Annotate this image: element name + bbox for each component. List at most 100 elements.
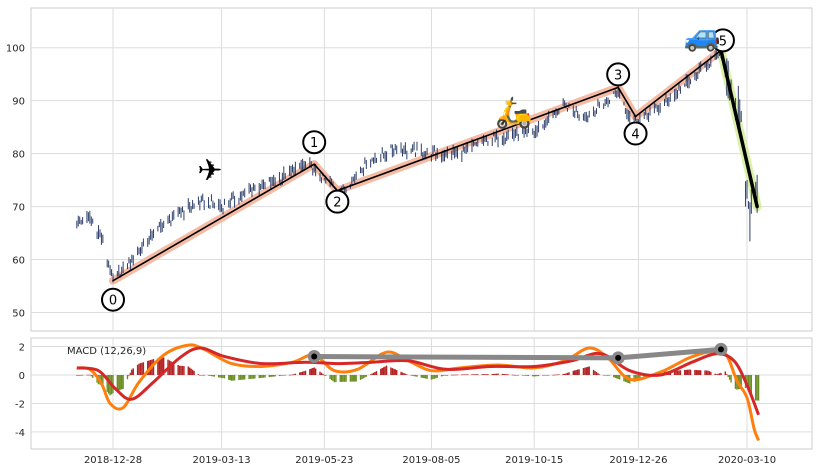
histogram-bar	[325, 375, 327, 376]
histogram-bar	[312, 368, 314, 375]
histogram-bar	[595, 372, 598, 375]
histogram-bar	[756, 375, 758, 401]
histogram-bar	[576, 369, 579, 375]
wave-circle	[101, 287, 125, 312]
histogram-bar	[545, 375, 547, 376]
histogram-bar	[119, 375, 121, 390]
wave-circle	[623, 121, 648, 146]
histogram-bar	[452, 374, 454, 376]
wave-circle	[710, 28, 735, 53]
histogram-bar	[264, 375, 266, 378]
histogram-bar	[304, 370, 307, 375]
histogram-bar	[563, 373, 566, 375]
histogram-bar	[684, 369, 686, 375]
histogram-bar	[79, 374, 81, 376]
histogram-bar	[349, 375, 352, 382]
histogram-bar	[374, 371, 376, 375]
histogram-bar	[565, 373, 567, 375]
histogram-bar	[281, 375, 284, 376]
histogram-bar	[582, 368, 585, 375]
histogram-bar	[230, 375, 233, 381]
histogram-bar	[420, 375, 423, 378]
histogram-bar	[410, 375, 412, 376]
y-tick-label: 80	[12, 150, 25, 161]
x-tick-label: 2019-03-13	[192, 455, 250, 466]
histogram-bar	[223, 375, 226, 379]
scooter-icon: 🛵	[495, 95, 532, 130]
histogram-bar	[432, 375, 434, 380]
histogram-bar	[718, 373, 721, 375]
histogram-bar	[375, 371, 378, 375]
histogram-bar	[187, 366, 189, 375]
histogram-bar	[274, 375, 276, 377]
signal-line	[76, 346, 760, 416]
histogram-bar	[190, 368, 192, 375]
y-tick-label: 70	[12, 203, 25, 214]
histogram-bar	[323, 374, 326, 376]
histogram-bar	[446, 374, 449, 376]
histogram-bar	[750, 375, 753, 396]
car-icon: 🚙	[683, 18, 720, 53]
histogram-bar	[574, 370, 576, 375]
histogram-bar	[244, 375, 246, 380]
histogram-bar	[107, 375, 110, 394]
wave-label: 4	[631, 128, 639, 143]
histogram-bar	[465, 374, 467, 376]
histogram-bar	[747, 375, 750, 391]
candles	[76, 47, 758, 283]
histogram-bar	[556, 374, 559, 376]
histogram-bar	[139, 363, 142, 375]
histogram-bar	[270, 375, 272, 377]
wave-label: 2	[333, 196, 341, 211]
histogram-bar	[249, 375, 252, 379]
histogram-bar	[128, 375, 130, 377]
histogram-bar	[258, 375, 260, 379]
histogram-bar	[341, 375, 343, 382]
histogram-bar	[710, 371, 712, 375]
histogram-bar	[740, 375, 742, 389]
histogram-bar	[739, 375, 741, 390]
histogram-bar	[536, 375, 538, 377]
histogram-bar	[698, 370, 700, 375]
histogram-bar	[197, 374, 200, 375]
wave-label: 0	[109, 294, 117, 309]
histogram-bar	[697, 370, 699, 375]
histogram-bar	[291, 374, 294, 376]
histogram-bar	[181, 365, 184, 375]
histogram-bar	[207, 375, 210, 376]
histogram-bar	[232, 375, 234, 381]
histogram-bar	[339, 375, 341, 382]
histogram-bar	[199, 375, 201, 376]
histogram-bar	[248, 375, 250, 380]
histogram-bar	[87, 374, 90, 376]
histogram-bar	[605, 375, 608, 376]
histogram-bar	[503, 374, 505, 375]
histogram-bar	[280, 375, 282, 376]
histogram-bar	[332, 375, 334, 382]
price-panel	[30, 7, 813, 332]
y-tick-label: 0	[19, 371, 25, 382]
wave-circle	[325, 189, 350, 214]
histogram-bar	[555, 374, 557, 376]
histogram-bar	[694, 369, 696, 375]
histogram-bar	[254, 375, 256, 379]
histogram-bar	[636, 375, 638, 381]
histogram-bar	[299, 372, 301, 375]
histogram-bar	[384, 366, 386, 375]
histogram-bar	[129, 372, 132, 375]
histogram-bar	[617, 375, 619, 379]
histogram-bar	[608, 375, 611, 376]
histogram-bar	[157, 358, 159, 375]
histogram-bar	[513, 374, 515, 376]
wave-line	[634, 49, 722, 118]
histogram-bar	[411, 375, 414, 376]
histogram-bar	[461, 374, 463, 376]
wave-label: 1	[310, 136, 318, 151]
histogram-bar	[132, 368, 134, 375]
histogram-bar	[430, 375, 433, 380]
histogram-bar	[152, 359, 155, 375]
histogram-bar	[394, 369, 396, 375]
histogram-bar	[613, 375, 615, 378]
histogram-bar	[361, 375, 363, 380]
histogram-bar	[433, 375, 436, 379]
